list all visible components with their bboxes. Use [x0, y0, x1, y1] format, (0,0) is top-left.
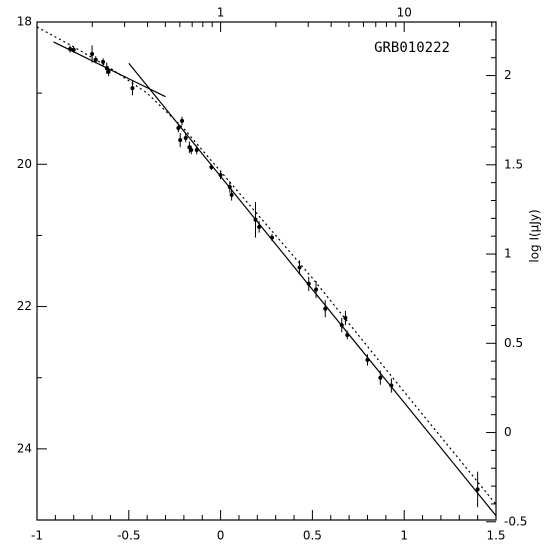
data-point	[314, 287, 319, 292]
x-tick-label: 0	[217, 529, 225, 543]
x-tick-label: -0.5	[117, 529, 140, 543]
data-point	[101, 59, 106, 64]
data-point	[475, 487, 480, 492]
y2-tick-label: 0.5	[504, 336, 523, 350]
data-point	[178, 138, 183, 143]
data-point	[183, 135, 188, 140]
fit-line	[128, 62, 497, 517]
y-tick-label: 24	[17, 441, 32, 455]
data-point	[90, 52, 95, 57]
data-point	[180, 118, 185, 123]
data-point	[130, 86, 135, 91]
fit-line	[53, 41, 166, 98]
data-point	[189, 148, 194, 153]
x-tick-label: 1	[400, 529, 408, 543]
fit-dotted	[36, 26, 497, 505]
data-point	[187, 145, 192, 150]
x-tick-label: 0.5	[303, 529, 322, 543]
data-point	[323, 306, 328, 311]
y-tick-label: 18	[17, 15, 32, 29]
y2-tick-label: 2	[504, 68, 512, 82]
data-point	[343, 315, 348, 320]
data-point	[389, 383, 394, 388]
data-point	[229, 192, 234, 197]
annotation: GRB010222	[374, 40, 450, 56]
data-point	[176, 126, 181, 131]
x2-tick-label: 1	[217, 6, 225, 20]
data-point	[378, 375, 383, 380]
y2-tick-label: 1.5	[504, 157, 523, 171]
plot-frame	[36, 21, 497, 521]
data-point	[106, 69, 111, 74]
x-tick-label: -1	[31, 529, 43, 543]
x2-tick-label: 10	[397, 6, 412, 20]
y2-tick-label: -0.5	[504, 514, 527, 528]
x-tick-label: 1.5	[486, 529, 505, 543]
y2-tick-label: 0	[504, 425, 512, 439]
y-tick-label: 22	[17, 299, 32, 313]
y-tick-label: 20	[17, 157, 32, 171]
y2-tick-label: 1	[504, 247, 512, 261]
y2-axis-label: log I(μJy)	[528, 209, 542, 262]
data-point	[297, 265, 302, 270]
